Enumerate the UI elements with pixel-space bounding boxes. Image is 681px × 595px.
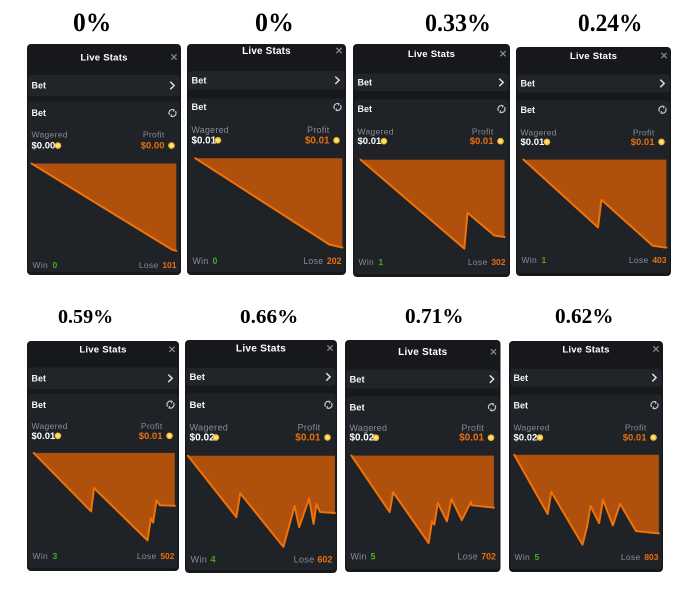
svg-text:5: 5 (371, 552, 376, 562)
svg-text:$0.01: $0.01 (358, 136, 382, 147)
svg-text:Profit: Profit (141, 421, 163, 431)
svg-text:Bet: Bet (192, 102, 207, 112)
svg-text:Live Stats: Live Stats (79, 345, 126, 356)
svg-text:Wagered: Wagered (350, 423, 388, 433)
svg-text:5: 5 (534, 552, 539, 562)
svg-text:$0.00: $0.00 (32, 141, 56, 152)
svg-text:Win: Win (522, 255, 538, 265)
svg-text:Win: Win (33, 260, 49, 270)
svg-text:Win: Win (359, 257, 375, 267)
svg-text:$0.01: $0.01 (521, 137, 545, 148)
svg-text:502: 502 (160, 551, 174, 561)
svg-text:Bet: Bet (350, 373, 365, 384)
svg-text:0: 0 (53, 260, 58, 270)
svg-text:$0.01: $0.01 (622, 433, 646, 444)
svg-text:Bet: Bet (358, 104, 373, 114)
svg-text:Bet: Bet (32, 374, 47, 384)
svg-text:$0.01: $0.01 (459, 433, 484, 444)
svg-text:$0.01: $0.01 (631, 137, 655, 148)
svg-text:Lose: Lose (294, 555, 315, 565)
svg-text:101: 101 (162, 260, 176, 270)
svg-text:$0.02: $0.02 (350, 433, 375, 444)
svg-text:602: 602 (317, 555, 332, 565)
svg-text:Live Stats: Live Stats (236, 343, 286, 354)
svg-text:$0.01: $0.01 (470, 136, 494, 147)
svg-text:702: 702 (481, 552, 496, 562)
svg-text:Profit: Profit (461, 423, 484, 433)
svg-text:Lose: Lose (303, 256, 323, 266)
svg-text:Bet: Bet (192, 76, 207, 86)
svg-text:Win: Win (33, 551, 49, 561)
svg-text:Lose: Lose (468, 257, 488, 267)
svg-text:Win: Win (191, 555, 208, 565)
svg-text:$0.01: $0.01 (305, 135, 330, 146)
svg-text:Live Stats: Live Stats (398, 347, 447, 358)
svg-text:$0.01: $0.01 (139, 431, 163, 442)
svg-text:Bet: Bet (190, 400, 206, 411)
svg-text:$0.01: $0.01 (295, 432, 321, 443)
svg-text:Bet: Bet (513, 373, 528, 383)
svg-text:Bet: Bet (32, 81, 47, 91)
svg-text:Wagered: Wagered (358, 126, 394, 136)
svg-text:$0.02: $0.02 (190, 432, 216, 443)
svg-text:Bet: Bet (32, 400, 47, 410)
svg-text:4: 4 (211, 555, 217, 565)
svg-text:Profit: Profit (472, 126, 494, 136)
svg-text:Bet: Bet (521, 79, 536, 89)
svg-text:Lose: Lose (139, 260, 159, 270)
svg-text:1: 1 (379, 257, 384, 267)
svg-text:Profit: Profit (307, 125, 330, 135)
svg-text:Live Stats: Live Stats (80, 52, 127, 63)
svg-text:$0.01: $0.01 (192, 135, 217, 146)
svg-text:202: 202 (327, 256, 342, 266)
svg-text:Bet: Bet (513, 400, 528, 410)
svg-text:Bet: Bet (190, 372, 206, 383)
svg-text:Lose: Lose (620, 552, 640, 562)
svg-text:Bet: Bet (32, 108, 47, 118)
svg-text:Lose: Lose (458, 552, 478, 562)
svg-text:Lose: Lose (137, 551, 157, 561)
svg-text:Win: Win (351, 552, 367, 562)
svg-text:Wagered: Wagered (192, 125, 229, 135)
svg-text:803: 803 (644, 552, 658, 562)
svg-text:Wagered: Wagered (513, 423, 549, 433)
svg-text:Profit: Profit (297, 422, 320, 432)
svg-text:Profit: Profit (624, 423, 646, 433)
svg-text:Wagered: Wagered (32, 421, 68, 431)
svg-text:Lose: Lose (629, 255, 649, 265)
svg-text:Wagered: Wagered (190, 422, 229, 432)
svg-text:Profit: Profit (633, 127, 655, 137)
svg-text:Live Stats: Live Stats (408, 49, 455, 60)
svg-text:Live Stats: Live Stats (570, 51, 617, 62)
svg-text:Win: Win (193, 256, 209, 266)
svg-text:302: 302 (491, 257, 505, 267)
svg-text:Wagered: Wagered (32, 129, 68, 139)
svg-text:Wagered: Wagered (521, 127, 557, 137)
svg-text:Bet: Bet (521, 105, 536, 115)
svg-text:Bet: Bet (358, 78, 373, 88)
svg-text:3: 3 (53, 551, 58, 561)
svg-text:$0.01: $0.01 (32, 431, 56, 442)
svg-text:Bet: Bet (350, 401, 365, 412)
svg-text:Live Stats: Live Stats (242, 46, 291, 57)
svg-text:Profit: Profit (143, 129, 165, 139)
svg-text:1: 1 (542, 255, 547, 265)
svg-text:Win: Win (514, 552, 530, 562)
svg-text:$0.00: $0.00 (141, 141, 165, 152)
svg-text:0: 0 (213, 256, 218, 266)
svg-text:Live Stats: Live Stats (562, 344, 609, 355)
svg-text:$0.02: $0.02 (513, 433, 537, 444)
svg-text:403: 403 (652, 255, 666, 265)
